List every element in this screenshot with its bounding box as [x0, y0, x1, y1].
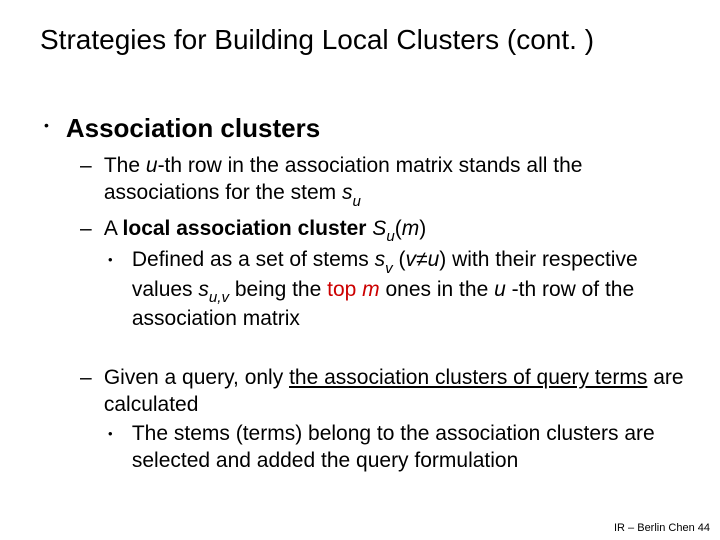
stems-selected-text: The stems (terms) belong to the associat… [132, 421, 690, 475]
slide-title: Strategies for Building Local Clusters (… [40, 24, 700, 56]
given-query-text: Given a query, only the association clus… [104, 365, 690, 419]
bullet-dot-icon: • [44, 117, 60, 135]
bullet-row-definition: – The u-th row in the association matrix… [80, 153, 690, 209]
dash-icon: – [80, 216, 98, 243]
heading-text: Association clusters [66, 112, 690, 145]
bullet-dot-icon: • [108, 426, 126, 443]
bullet-local-cluster: – A local association cluster Su(m) [80, 216, 690, 246]
defined-as-text: Defined as a set of stems sv (v≠u) with … [132, 247, 690, 333]
bullet-dot-icon: • [108, 252, 126, 269]
dash-icon: – [80, 153, 98, 180]
bullet-heading: • Association clusters [44, 112, 690, 145]
slide: Strategies for Building Local Clusters (… [0, 0, 720, 540]
bullet-stems-selected: • The stems (terms) belong to the associ… [108, 421, 690, 475]
local-cluster-text: A local association cluster Su(m) [104, 216, 690, 246]
slide-body: • Association clusters – The u-th row in… [44, 112, 690, 475]
dash-icon: – [80, 365, 98, 392]
row-definition-text: The u-th row in the association matrix s… [104, 153, 690, 209]
bullet-given-query: – Given a query, only the association cl… [80, 365, 690, 419]
slide-footer: IR – Berlin Chen 44 [614, 522, 710, 534]
bullet-defined-as: • Defined as a set of stems sv (v≠u) wit… [108, 247, 690, 333]
spacer [44, 333, 690, 359]
